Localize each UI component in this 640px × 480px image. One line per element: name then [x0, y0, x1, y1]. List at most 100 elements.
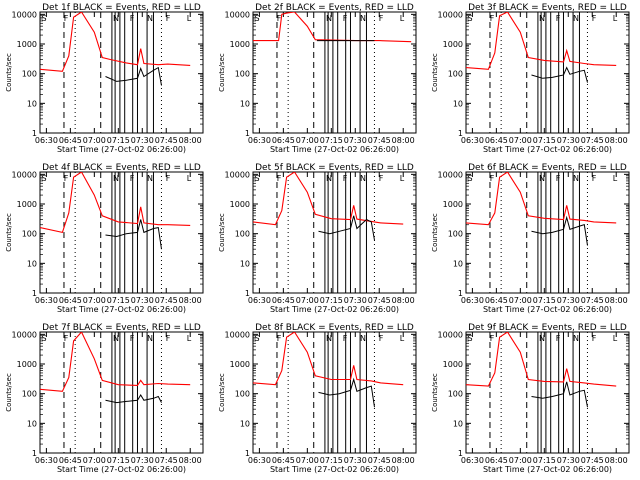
x-tick-label: 08:00: [179, 136, 202, 145]
x-tick-label: 07:45: [581, 296, 604, 305]
lld-series-line: [40, 332, 191, 392]
events-series-line: [531, 215, 588, 246]
segment-mark: F: [556, 14, 561, 23]
y-axis-label: Counts/sec: [218, 53, 226, 92]
x-axis-label: Start Time (27-Oct-02 06:26:00): [483, 305, 612, 314]
segment-mark: L: [400, 334, 405, 343]
y-tick-label: 1: [458, 129, 463, 138]
segment-mark: F: [592, 334, 597, 343]
x-tick-label: 07:45: [155, 296, 178, 305]
y-tick-label: 10: [27, 259, 37, 268]
y-tick-label: 10000: [12, 170, 37, 179]
y-tick-label: 10000: [225, 170, 250, 179]
x-tick-label: 07:00: [83, 136, 106, 145]
x-tick-label: 08:00: [392, 136, 415, 145]
x-axis-label: Start Time (27-Oct-02 06:26:00): [57, 305, 186, 314]
y-tick-label: 100: [448, 70, 463, 79]
x-tick-label: 07:30: [344, 136, 367, 145]
y-tick-label: 10000: [225, 10, 250, 19]
events-series-line: [105, 219, 162, 250]
x-tick-label: 06:30: [461, 296, 484, 305]
plot-frame: [252, 171, 417, 294]
y-tick-label: 10: [27, 99, 37, 108]
x-tick-label: 08:00: [392, 456, 415, 465]
segment-mark: N: [539, 174, 545, 183]
y-tick-label: 10: [240, 99, 250, 108]
y-axis-label: Counts/sec: [431, 213, 439, 252]
segment-mark: N: [573, 334, 579, 343]
y-axis-label: Counts/sec: [5, 213, 13, 252]
x-tick-label: 07:00: [296, 456, 319, 465]
x-tick-label: 07:15: [533, 456, 556, 465]
x-tick-label: 07:45: [155, 456, 178, 465]
x-tick-label: 06:45: [485, 456, 508, 465]
segment-mark: N: [147, 174, 153, 183]
segment-mark: L: [613, 174, 618, 183]
x-tick-label: 06:30: [248, 456, 271, 465]
y-tick-label: 1000: [443, 200, 463, 209]
y-tick-label: 1: [458, 449, 463, 458]
panel-title: Det 7f BLACK = Events, RED = LLD: [42, 323, 201, 333]
segment-mark: N: [573, 174, 579, 183]
segment-mark: S: [254, 14, 259, 23]
x-tick-label: 07:15: [533, 296, 556, 305]
y-tick-label: 10000: [225, 330, 250, 339]
x-tick-label: 06:30: [35, 296, 58, 305]
x-tick-label: 07:00: [509, 296, 532, 305]
segment-mark: L: [187, 174, 192, 183]
segment-mark: L: [187, 334, 192, 343]
x-tick-label: 07:00: [296, 296, 319, 305]
x-tick-label: 07:45: [155, 136, 178, 145]
x-tick-label: 07:30: [557, 296, 580, 305]
lld-series-line: [40, 12, 191, 72]
segment-mark: L: [400, 14, 405, 23]
segment-mark: N: [113, 14, 119, 23]
x-tick-label: 06:30: [248, 136, 271, 145]
x-axis-label: Start Time (27-Oct-02 06:26:00): [57, 465, 186, 474]
x-tick-label: 07:00: [296, 136, 319, 145]
plot-frame: [39, 331, 204, 454]
segment-mark: S: [41, 334, 46, 343]
detector-panel-9: Det 9f BLACK = Events, RED = LLD 1 10 100 10…: [431, 323, 630, 474]
segment-mark: N: [360, 334, 366, 343]
x-tick-label: 07:45: [368, 456, 391, 465]
y-tick-label: 100: [235, 230, 250, 239]
x-tick-label: 07:30: [344, 456, 367, 465]
plot-frame: [465, 11, 630, 134]
x-tick-label: 07:30: [557, 456, 580, 465]
y-tick-label: 1000: [17, 40, 37, 49]
segment-mark: F: [130, 174, 135, 183]
y-tick-label: 100: [235, 70, 250, 79]
segment-mark: N: [539, 334, 545, 343]
x-tick-label: 07:15: [107, 296, 130, 305]
y-tick-label: 10000: [12, 10, 37, 19]
panel-title: Det 5f BLACK = Events, RED = LLD: [255, 163, 414, 173]
segment-mark: L: [400, 174, 405, 183]
y-tick-label: 10: [453, 259, 463, 268]
events-series-line: [318, 215, 375, 241]
segment-mark: N: [573, 14, 579, 23]
y-tick-label: 10000: [438, 170, 463, 179]
x-tick-label: 08:00: [179, 296, 202, 305]
segment-mark: S: [254, 334, 259, 343]
plot-frame: [252, 331, 417, 454]
detector-panel-5: Det 5f BLACK = Events, RED = LLD 1 10 100 10…: [218, 163, 417, 314]
detector-panel-1: Det 1f BLACK = Events, RED = LLD 1 10 100 10…: [5, 3, 204, 154]
x-tick-label: 06:45: [485, 296, 508, 305]
segment-mark: F: [130, 14, 135, 23]
segment-mark: F: [379, 14, 384, 23]
y-tick-label: 1000: [230, 40, 250, 49]
x-tick-label: 07:30: [131, 296, 154, 305]
segment-mark: S: [467, 14, 472, 23]
segment-mark: F: [277, 334, 282, 343]
y-tick-label: 100: [235, 390, 250, 399]
segment-mark: N: [326, 334, 332, 343]
x-tick-label: 07:15: [320, 296, 343, 305]
panel-title: Det 9f BLACK = Events, RED = LLD: [468, 323, 627, 333]
x-axis-label: Start Time (27-Oct-02 06:26:00): [483, 465, 612, 474]
detector-panel-4: Det 4f BLACK = Events, RED = LLD 1 10 100 10…: [5, 163, 204, 314]
detector-panel-8: Det 8f BLACK = Events, RED = LLD 1 10 100 10…: [218, 323, 417, 474]
segment-mark: S: [467, 334, 472, 343]
y-tick-label: 10: [453, 419, 463, 428]
